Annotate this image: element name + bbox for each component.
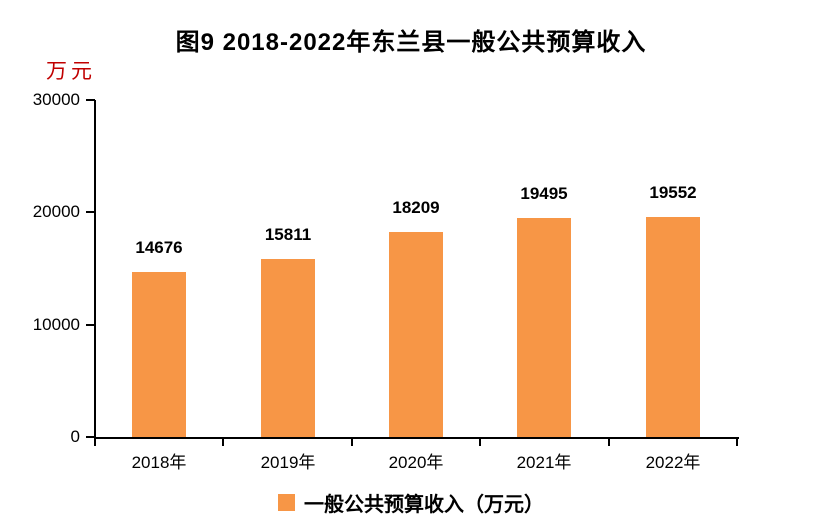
chart-title: 图9 2018-2022年东兰县一般公共预算收入 <box>175 29 647 56</box>
y-axis-tick-label: 30000 <box>32 90 80 109</box>
x-axis-tick <box>350 437 353 446</box>
y-axis-tick-label: 20000 <box>32 202 80 222</box>
x-axis-line <box>94 437 739 439</box>
y-axis-tick <box>86 211 95 214</box>
x-axis-category-label: 2018年 <box>131 453 187 472</box>
y-axis-tick <box>86 436 95 438</box>
bar-value-label: 14676 <box>135 238 183 257</box>
y-axis-unit-label: 万元 <box>46 60 96 83</box>
bar-2019年 <box>261 259 315 437</box>
y-axis-tick-label: 10000 <box>32 314 80 334</box>
bar-2018年 <box>132 272 186 437</box>
bar-2021年 <box>517 218 571 437</box>
x-axis-tick <box>479 437 482 446</box>
y-axis-line <box>94 100 96 439</box>
bar-2022年 <box>646 217 700 437</box>
y-axis-tick <box>86 323 95 326</box>
x-axis-category-label: 2022年 <box>645 453 701 472</box>
x-axis-tick <box>607 437 610 446</box>
bar-2020年 <box>389 232 443 437</box>
bar-value-label: 19495 <box>520 184 568 203</box>
bar-value-label: 19552 <box>649 183 697 202</box>
y-axis-tick <box>86 99 95 101</box>
bar-value-label: 15811 <box>264 225 312 244</box>
bar-value-label: 18209 <box>392 198 440 217</box>
legend: 一般公共预算收入（万元） <box>0 488 822 517</box>
legend-label: 一般公共预算收入（万元） <box>304 494 544 516</box>
y-axis-tick-label: 0 <box>70 427 80 446</box>
x-axis-category-label: 2020年 <box>388 453 444 472</box>
legend-swatch-icon <box>278 494 295 511</box>
x-axis-tick <box>94 437 96 446</box>
x-axis-tick <box>736 437 738 446</box>
x-axis-category-label: 2019年 <box>260 453 316 472</box>
x-axis-tick <box>222 437 225 446</box>
x-axis-category-label: 2021年 <box>516 453 572 472</box>
